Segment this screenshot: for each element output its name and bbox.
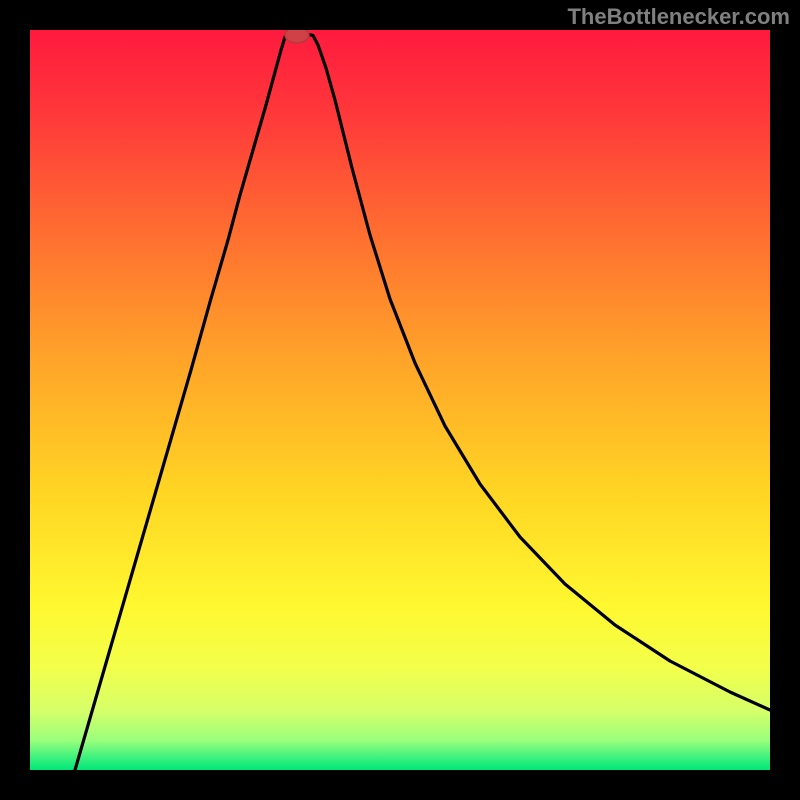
curve-layer <box>30 30 770 770</box>
minimum-marker <box>285 30 309 43</box>
watermark-text: TheBottlenecker.com <box>567 4 790 30</box>
chart-frame: TheBottlenecker.com <box>0 0 800 800</box>
plot-area <box>30 30 770 770</box>
bottleneck-curve <box>75 34 770 770</box>
